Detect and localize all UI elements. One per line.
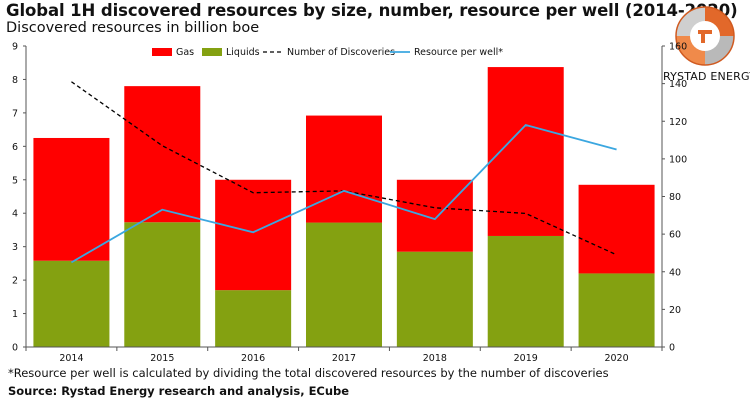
bar-liquids-2017 <box>306 222 382 347</box>
left-tick-label: 3 <box>12 242 18 253</box>
left-tick-label: 4 <box>12 209 18 220</box>
bar-gas-2016 <box>215 179 292 291</box>
left-tick-label: 6 <box>12 142 18 153</box>
line-resource-per-well <box>70 124 617 264</box>
legend-swatch-liquids <box>202 48 222 56</box>
footnote: *Resource per well is calculated by divi… <box>8 366 609 380</box>
x-tick-label: 2020 <box>604 353 628 364</box>
x-tick-label: 2015 <box>150 353 174 364</box>
left-tick-label: 8 <box>12 75 18 86</box>
x-tick-label: 2017 <box>332 353 356 364</box>
right-tick-label: 140 <box>669 79 687 90</box>
right-tick-label: 60 <box>669 230 681 241</box>
right-tick-label: 20 <box>669 305 681 316</box>
bar-liquids-2019 <box>487 235 564 347</box>
right-tick-label: 100 <box>669 154 687 165</box>
left-tick-label: 9 <box>12 42 18 53</box>
left-tick-label: 7 <box>12 108 18 119</box>
right-tick-label: 0 <box>669 343 675 354</box>
bar-gas-2020 <box>578 184 655 274</box>
bar-gas-2015 <box>124 86 201 223</box>
left-tick-label: 2 <box>12 276 18 287</box>
bar-liquids-2016 <box>215 290 292 347</box>
bar-liquids-2015 <box>124 222 201 347</box>
legend-label-discoveries: Number of Discoveries <box>287 47 395 58</box>
bar-liquids-2014 <box>33 260 110 347</box>
source-note: Source: Rystad Energy research and analy… <box>8 384 350 398</box>
bar-gas-2014 <box>33 137 110 261</box>
brand-name: RYSTAD ENERGY <box>663 70 750 83</box>
legend: Gas Liquids Number of Discoveries Resource … <box>152 47 503 58</box>
x-tick-label: 2018 <box>423 353 447 364</box>
left-tick-label: 5 <box>12 175 18 186</box>
x-tick-label: 2019 <box>514 353 538 364</box>
right-tick-label: 120 <box>669 117 687 128</box>
bar-gas-2017 <box>306 115 382 223</box>
bar-liquids-2020 <box>578 273 655 347</box>
x-tick-label: 2016 <box>241 353 265 364</box>
bar-liquids-2018 <box>396 251 473 347</box>
right-tick-label: 80 <box>669 192 681 203</box>
legend-swatch-gas <box>152 48 172 56</box>
x-tick-label: 2014 <box>59 353 83 364</box>
rystad-logo-icon <box>675 6 735 66</box>
plot-area: 0 1 2 3 4 5 6 7 8 9 0 20 40 60 80 100 120 140 160 2014 2015 2… <box>12 42 687 365</box>
chart-subtitle: Discovered resources in billion boe <box>6 20 260 36</box>
legend-label-per-well: Resource per well* <box>414 47 503 58</box>
right-tick-label: 40 <box>669 267 681 278</box>
left-tick-label: 1 <box>12 309 18 320</box>
legend-label-liquids: Liquids <box>226 47 260 58</box>
legend-label-gas: Gas <box>176 47 194 58</box>
left-tick-label: 0 <box>12 343 18 354</box>
chart-title: Global 1H discovered resources by size, … <box>6 1 738 20</box>
right-tick-label: 160 <box>669 42 687 53</box>
